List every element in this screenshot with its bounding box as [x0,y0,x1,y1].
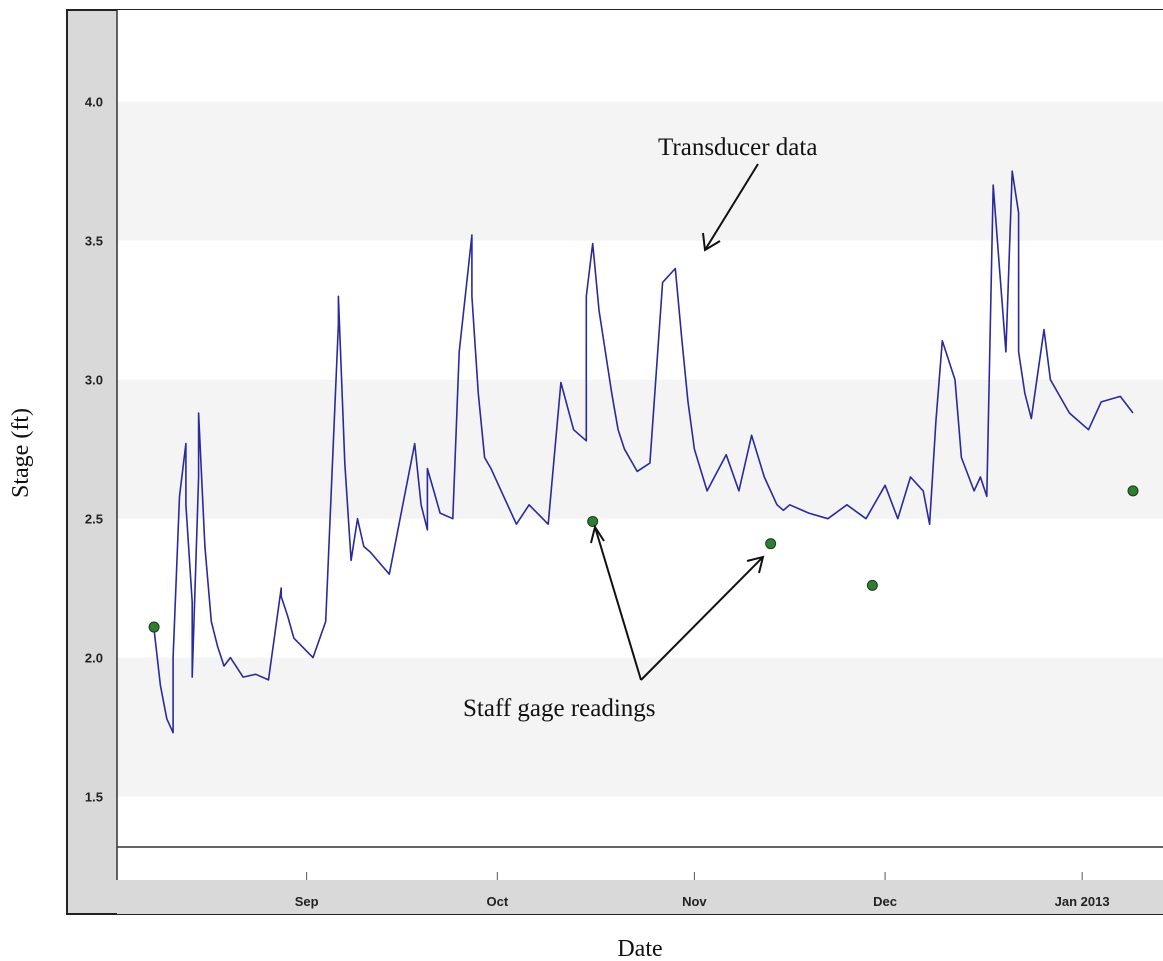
x-tick-label: Dec [873,894,897,909]
annotation-arrows [590,163,765,681]
y-tick-label: 3.0 [85,373,103,388]
y-tick-label: 2.0 [85,651,103,666]
y-tick-label: 2.5 [85,512,103,527]
x-tick-label: Sep [295,894,319,909]
x-axis-ticks: Sep Oct Nov Dec Jan 2013 [295,872,1110,909]
transducer-annotation: Transducer data [658,134,817,161]
staff-gage-point [587,515,599,527]
transducer-line [153,170,1134,734]
x-axis-strip [117,880,1163,914]
staff-arrowhead-right [746,555,765,574]
staff-gage-point [1127,485,1139,497]
transducer-arrow [704,163,759,251]
x-tick-label: Oct [486,894,508,909]
x-axis-title: Date [617,936,662,961]
grid-band [117,379,1163,519]
staff-gage-point [148,621,160,633]
x-tick-label: Jan 2013 [1055,894,1110,909]
x-tick-label: Nov [682,894,707,909]
grid-bands [117,101,1163,797]
staff-arrow-right [640,556,764,681]
staff-arrow-left [594,526,642,681]
staff-arrowhead-left [590,524,605,544]
y-axis-ticks: 1.5 2.0 2.5 3.0 3.5 4.0 [85,95,103,805]
staff-gage-annotation: Staff gage readings [463,695,656,722]
y-axis-title: Stage (ft) [8,408,34,498]
y-tick-label: 1.5 [85,790,103,805]
series-layer [148,170,1139,734]
y-tick-label: 3.5 [85,234,103,249]
grid-band [117,101,1163,241]
grid-band [117,657,1163,797]
y-tick-label: 4.0 [85,95,103,110]
staff-gage-point [765,538,777,550]
transducer-arrowhead [702,232,721,252]
staff-gage-point [866,579,878,591]
